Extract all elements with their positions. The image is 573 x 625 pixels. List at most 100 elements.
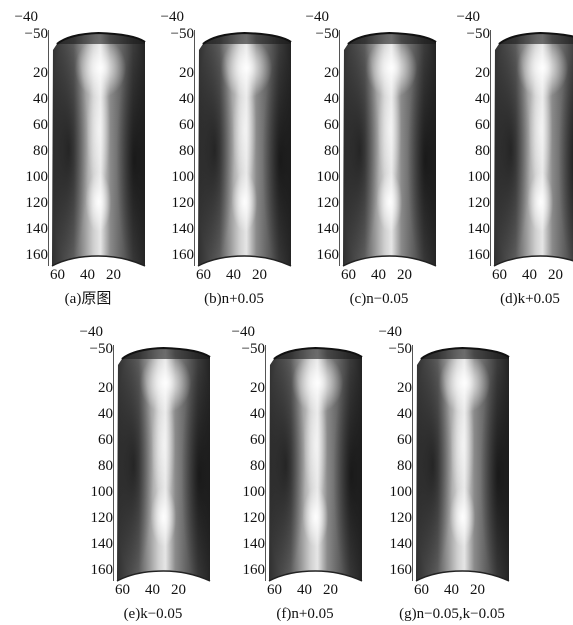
x-tick-label: 20 (106, 267, 121, 283)
figure-panel: −40 −50 20 40 60 80 100 120 140 160 (154, 10, 294, 310)
stamped-part-image (493, 31, 573, 267)
x-tick-label: 20 (252, 267, 267, 283)
y-tick-label: 160 (25, 247, 49, 263)
y-tick-label: 120 (25, 195, 49, 211)
stamped-part-image (415, 346, 510, 582)
y-tick-label: −40 (79, 324, 103, 340)
y-tick-label: 120 (316, 195, 340, 211)
y-tick-label: 120 (171, 195, 195, 211)
x-axis-ticks: 60 40 20 (414, 583, 514, 601)
y-tick-label: 40 (324, 91, 339, 107)
figure-panel: −40 −50 20 40 60 80 100 120 140 160 (8, 10, 148, 310)
y-tick-label: −50 (388, 341, 412, 357)
y-axis-line (48, 30, 49, 266)
y-tick-label: −50 (170, 26, 194, 42)
x-tick-label: 60 (115, 582, 130, 598)
y-axis-line (194, 30, 195, 266)
y-tick-label: 160 (171, 247, 195, 263)
x-axis-ticks: 60 40 20 (196, 268, 296, 286)
y-tick-label: 20 (397, 380, 412, 396)
x-axis-ticks: 60 40 20 (341, 268, 441, 286)
y-tick-label: 80 (179, 143, 194, 159)
stamped-part-image (197, 31, 292, 267)
x-tick-label: 60 (414, 582, 429, 598)
y-tick-label: 40 (179, 91, 194, 107)
y-tick-label: 20 (179, 65, 194, 81)
y-tick-label: −50 (241, 341, 265, 357)
stamped-part-image (51, 31, 146, 267)
y-tick-label: 140 (467, 221, 491, 237)
figure-panel: −40 −50 20 40 60 80 100 120 140 160 (225, 325, 365, 625)
y-tick-label: 140 (242, 536, 266, 552)
y-tick-label: 160 (242, 562, 266, 578)
y-tick-label: 100 (316, 169, 340, 185)
y-tick-label: 80 (397, 458, 412, 474)
y-axis-ticks: −40 −50 20 40 60 80 100 120 140 160 (372, 325, 412, 625)
figure-panel: −40 −50 20 40 60 80 100 120 140 160 (299, 10, 439, 310)
panel-caption: (b)n+0.05 (204, 291, 264, 307)
x-tick-label: 40 (226, 267, 241, 283)
x-tick-label: 40 (522, 267, 537, 283)
y-tick-label: 40 (33, 91, 48, 107)
x-axis-ticks: 60 40 20 (492, 268, 573, 286)
x-tick-label: 60 (492, 267, 507, 283)
y-tick-label: 60 (324, 117, 339, 133)
x-tick-label: 60 (267, 582, 282, 598)
y-tick-label: −40 (305, 9, 329, 25)
x-tick-label: 20 (397, 267, 412, 283)
y-tick-label: 120 (242, 510, 266, 526)
figure-panel: −40 −50 20 40 60 80 100 120 140 160 (73, 325, 213, 625)
y-tick-label: −50 (466, 26, 490, 42)
panel-caption: (f)n+0.05 (276, 606, 334, 622)
x-tick-label: 20 (323, 582, 338, 598)
x-tick-label: 20 (548, 267, 563, 283)
y-tick-label: −40 (378, 324, 402, 340)
x-tick-label: 60 (196, 267, 211, 283)
y-tick-label: 140 (389, 536, 413, 552)
y-tick-label: 120 (467, 195, 491, 211)
y-tick-label: 40 (250, 406, 265, 422)
x-tick-label: 40 (80, 267, 95, 283)
y-tick-label: 140 (171, 221, 195, 237)
y-tick-label: 80 (324, 143, 339, 159)
y-tick-label: 120 (90, 510, 114, 526)
y-tick-label: 100 (242, 484, 266, 500)
y-tick-label: −40 (160, 9, 184, 25)
x-tick-label: 20 (470, 582, 485, 598)
y-tick-label: −50 (24, 26, 48, 42)
y-tick-label: −40 (456, 9, 480, 25)
y-tick-label: 80 (98, 458, 113, 474)
y-tick-label: 20 (98, 380, 113, 396)
y-tick-label: 60 (33, 117, 48, 133)
x-tick-label: 60 (341, 267, 356, 283)
x-tick-label: 40 (444, 582, 459, 598)
y-tick-label: −50 (89, 341, 113, 357)
x-axis-ticks: 60 40 20 (115, 583, 215, 601)
y-tick-label: 20 (250, 380, 265, 396)
panel-caption: (c)n−0.05 (349, 291, 409, 307)
figure-panel: −40 −50 20 40 60 80 100 120 140 160 (450, 10, 573, 310)
stamped-part-image (342, 31, 437, 267)
panel-caption: (d)k+0.05 (500, 291, 560, 307)
y-tick-label: 140 (316, 221, 340, 237)
y-axis-line (412, 345, 413, 581)
y-tick-label: 100 (90, 484, 114, 500)
y-tick-label: 60 (397, 432, 412, 448)
y-tick-label: 80 (250, 458, 265, 474)
stamped-part-image (116, 346, 211, 582)
y-tick-label: 100 (389, 484, 413, 500)
y-axis-line (265, 345, 266, 581)
y-axis-ticks: −40 −50 20 40 60 80 100 120 140 160 (225, 325, 265, 625)
y-tick-label: −40 (14, 9, 38, 25)
figure-panel: −40 −50 20 40 60 80 100 120 140 160 (372, 325, 512, 625)
y-tick-label: 160 (90, 562, 114, 578)
y-tick-label: 100 (25, 169, 49, 185)
y-tick-label: 60 (98, 432, 113, 448)
y-axis-ticks: −40 −50 20 40 60 80 100 120 140 160 (73, 325, 113, 625)
y-tick-label: 120 (389, 510, 413, 526)
y-tick-label: 20 (324, 65, 339, 81)
x-axis-ticks: 60 40 20 (50, 268, 150, 286)
x-tick-label: 40 (145, 582, 160, 598)
y-tick-label: 160 (467, 247, 491, 263)
y-tick-label: 60 (475, 117, 490, 133)
